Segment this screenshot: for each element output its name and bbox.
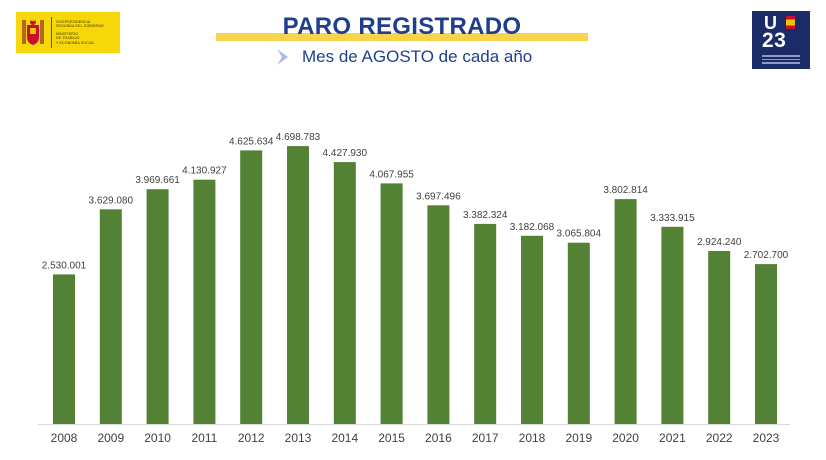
bar-2020 (614, 199, 637, 424)
ministry-logo: VICEPRESIDENCIA SEGUNDA DEL GOBIERNO MIN… (16, 12, 120, 53)
bar-2011 (193, 179, 216, 424)
data-label-2011: 4.130.927 (182, 166, 227, 177)
x-tick-label-2017: 2017 (472, 431, 499, 445)
x-tick-label-2014: 2014 (331, 431, 358, 445)
ministry-line: Y ECONOMÍA SOCIAL (56, 40, 95, 45)
page-subtitle: Mes de AGOSTO de cada año (302, 47, 533, 66)
bar-2016 (427, 205, 450, 424)
data-label-2013: 4.698.783 (276, 132, 321, 143)
x-tick-label-2013: 2013 (285, 431, 312, 445)
coat-of-arms-icon (22, 19, 44, 45)
data-label-2012: 4.625.634 (229, 136, 274, 147)
subtitle-row: Mes de AGOSTO de cada año (276, 46, 532, 68)
bar-2008 (53, 274, 75, 424)
bar-2009 (99, 209, 122, 424)
data-label-2018: 3.182.068 (510, 222, 555, 233)
x-tick-label-2016: 2016 (425, 431, 452, 445)
x-tick-label-2015: 2015 (378, 431, 405, 445)
x-tick-label-2022: 2022 (706, 431, 733, 445)
x-tick-label-2020: 2020 (612, 431, 639, 445)
bar-2010 (146, 189, 169, 424)
data-label-2021: 3.333.915 (650, 213, 695, 224)
x-tick-label-2011: 2011 (191, 431, 217, 445)
x-tick-label-2018: 2018 (519, 431, 546, 445)
spain-2023-presidency-logo: U 23 (752, 11, 810, 69)
title-underline (216, 33, 588, 41)
bar-2018 (521, 235, 543, 424)
data-label-2014: 4.427.930 (323, 148, 368, 159)
data-label-2019: 3.065.804 (557, 229, 602, 240)
x-tick-label-2009: 2009 (97, 431, 124, 445)
bar-2015 (380, 183, 403, 424)
logo-letter: U (764, 13, 777, 33)
data-label-2020: 3.802.814 (603, 185, 648, 196)
x-tick-label-2023: 2023 (753, 431, 780, 445)
bar-2017 (474, 223, 497, 424)
data-label-2016: 3.697.496 (416, 191, 461, 202)
page-title: PARO REGISTRADO (282, 13, 522, 40)
x-tick-label-2010: 2010 (144, 431, 171, 445)
data-label-2017: 3.382.324 (463, 210, 508, 221)
logo-number: 23 (762, 29, 787, 52)
ministry-line: SEGUNDA DEL GOBIERNO (56, 24, 104, 29)
data-label-2008: 2.530.001 (42, 260, 87, 271)
x-tick-label-2021: 2021 (659, 431, 686, 445)
bar-2014 (333, 162, 356, 424)
x-tick-label-2012: 2012 (238, 431, 265, 445)
logo-divider (51, 17, 52, 48)
x-tick-label-2019: 2019 (565, 431, 592, 445)
data-label-2010: 3.969.661 (135, 175, 180, 186)
logo-caption-lines (762, 55, 800, 66)
bar-2013 (287, 146, 309, 424)
ministry-line: MINISTERIO (56, 31, 78, 36)
data-label-2009: 3.629.080 (89, 195, 134, 206)
bar-2019 (567, 242, 590, 424)
spain-flag-icon (786, 16, 795, 29)
bar-2022 (708, 251, 731, 424)
ministry-line: VICEPRESIDENCIA (56, 19, 91, 24)
ministry-text: VICEPRESIDENCIA SEGUNDA DEL GOBIERNO MIN… (56, 20, 104, 45)
chevron-right-icon (277, 49, 288, 65)
x-tick-label-2008: 2008 (51, 431, 78, 445)
ministry-line: DE TRABAJO (56, 36, 80, 41)
bar-2021 (661, 226, 684, 424)
data-label-2015: 4.067.955 (369, 169, 414, 180)
bar-2023 (755, 264, 777, 424)
data-label-2023: 2.702.700 (744, 250, 789, 261)
bar-2012 (240, 150, 263, 424)
data-label-2022: 2.924.240 (697, 237, 742, 248)
